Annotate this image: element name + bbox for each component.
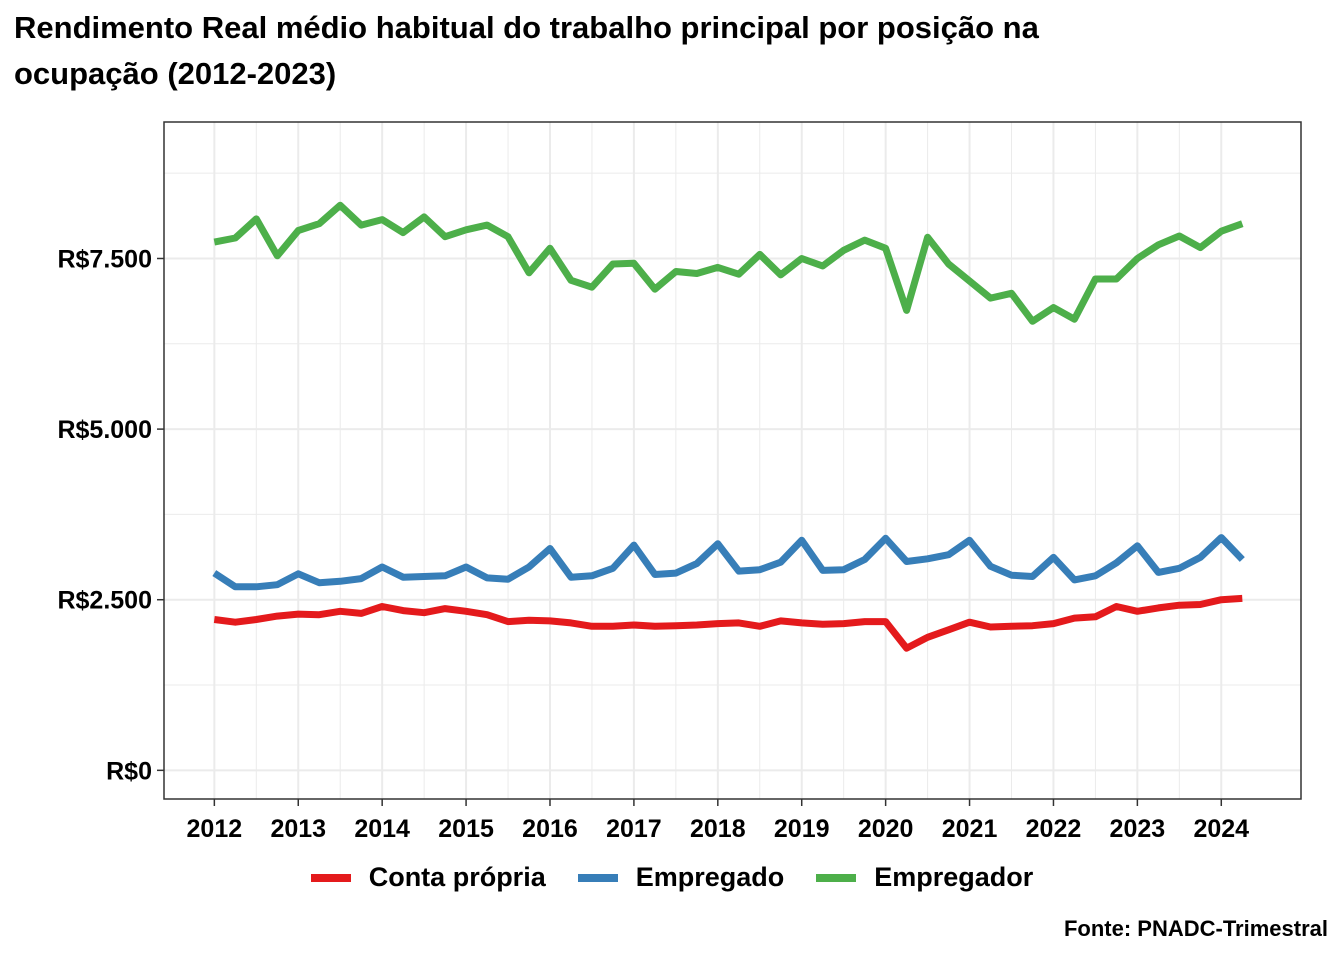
y-tick-label: R$7.500 (57, 245, 152, 273)
legend-item-empregador: Empregador (816, 862, 1033, 893)
axis-ticks (157, 257, 1223, 806)
legend-swatch-empregado (577, 873, 618, 882)
x-tick-label: 2018 (690, 815, 746, 843)
legend-swatch-conta-propria (310, 873, 351, 882)
y-tick-label: R$5.000 (57, 416, 152, 444)
legend: Conta própria Empregado Empregador (0, 862, 1344, 893)
x-tick-label: 2015 (438, 815, 494, 843)
series-line-empregador (213, 201, 1244, 325)
x-tick-label: 2012 (187, 815, 243, 843)
x-axis-tick-labels: 2012 2013 2014 2015 2016 2017 2018 2019 2020 2021… (187, 815, 1250, 843)
x-tick-label: 2022 (1026, 815, 1082, 843)
x-tick-label: 2019 (774, 815, 830, 843)
source-note: Fonte: PNADC-Trimestral (1063, 916, 1328, 941)
y-axis-tick-labels: R$0 R$2.500 R$5.000 R$7.500 (57, 245, 152, 785)
legend-item-empregado: Empregado (577, 862, 785, 893)
x-tick-label: 2014 (354, 815, 410, 843)
x-tick-label: 2024 (1193, 815, 1249, 843)
series-lines (212, 201, 1245, 652)
series-line-conta-pr-pria (213, 594, 1243, 652)
plot-background (164, 122, 1301, 799)
major-grid (164, 122, 1301, 799)
legend-label: Empregador (874, 862, 1034, 892)
x-tick-label: 2017 (606, 815, 662, 843)
legend-label: Empregado (635, 862, 785, 892)
chart-title-line-1: Rendimento Real médio habitual do trabal… (14, 10, 1039, 45)
x-tick-label: 2023 (1110, 815, 1166, 843)
x-tick-label: 2020 (858, 815, 914, 843)
chart-title-line-2: ocupação (2012-2023) (14, 56, 337, 91)
y-tick-label: R$2.500 (57, 587, 152, 615)
legend-swatch-empregador (816, 873, 857, 882)
plot-border (163, 121, 1302, 800)
series-line-empregado (212, 534, 1245, 591)
x-tick-label: 2013 (270, 815, 326, 843)
x-tick-label: 2021 (942, 815, 998, 843)
x-tick-label: 2016 (522, 815, 578, 843)
minor-grid (164, 122, 1301, 799)
legend-label: Conta própria (368, 862, 546, 892)
legend-item-conta-propria: Conta própria (310, 862, 546, 893)
y-tick-label: R$0 (106, 757, 152, 785)
